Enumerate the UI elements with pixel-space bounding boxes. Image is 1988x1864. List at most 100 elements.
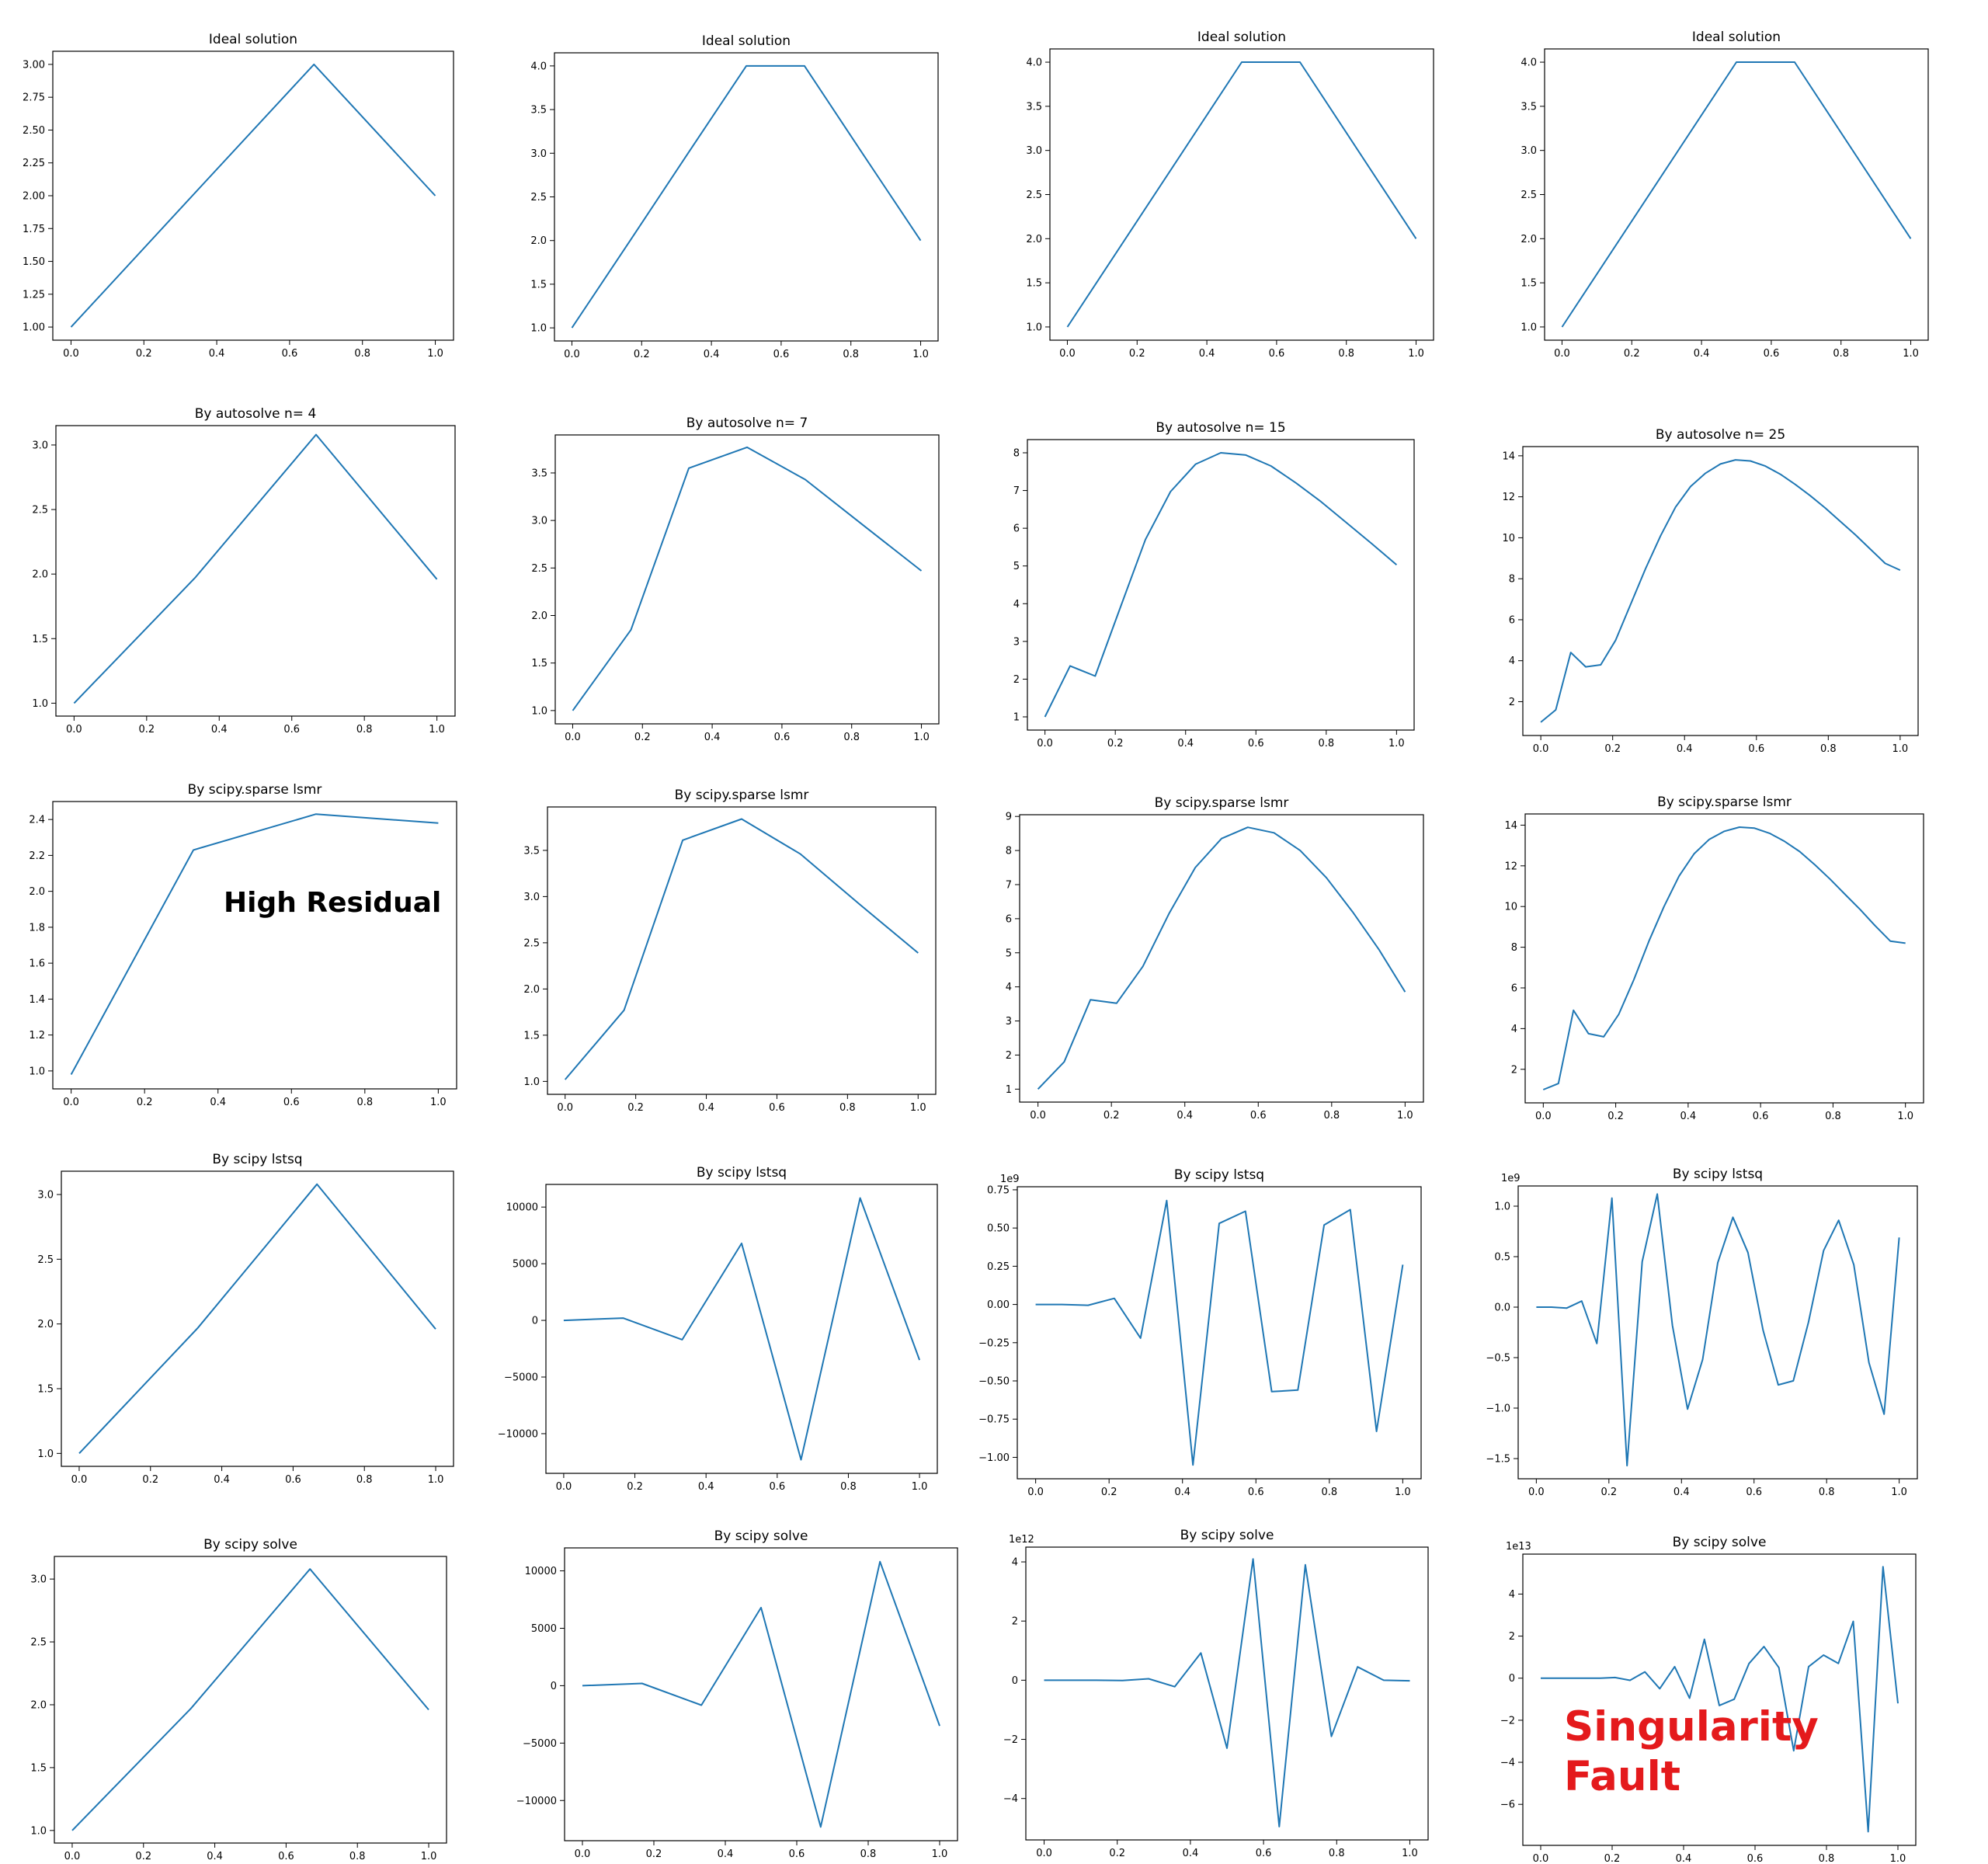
plot-title: By scipy lstsq — [1174, 1167, 1264, 1183]
x-tick-label: 0.4 — [214, 1474, 230, 1486]
plot-title: Ideal solution — [702, 33, 791, 49]
x-tick-label: 1.0 — [427, 348, 443, 360]
axes-frame — [564, 1547, 958, 1841]
y-tick-label: 1 — [1013, 712, 1020, 724]
axes-frame — [52, 50, 454, 341]
y-tick-label: 8 — [1511, 942, 1517, 954]
y-tick-label: 1.75 — [23, 224, 45, 235]
x-tick-label: 0.6 — [1250, 1110, 1267, 1122]
y-tick-label: 2.0 — [531, 610, 547, 622]
x-tick-label: 0.6 — [769, 1102, 785, 1114]
axes-frame — [545, 1184, 938, 1474]
y-tick-label: 12 — [1502, 492, 1515, 503]
axes-frame — [1025, 1546, 1429, 1841]
y-tick-label: 2.00 — [23, 191, 45, 203]
axes-frame — [55, 425, 456, 717]
x-tick-label: 1.0 — [1388, 738, 1405, 749]
y-tick-label: 10 — [1504, 902, 1517, 913]
y-tick-label: 2.5 — [37, 1254, 54, 1266]
y-tick-label: 3.0 — [523, 892, 540, 903]
subplot-13-by-scipy-lstsq: By scipy lstsq 0.0 0.2 0.4 0.6 0.8 1.0 1.0 1.5 2.… — [37, 1152, 454, 1486]
y-tick-label: 3.0 — [530, 148, 547, 160]
x-tick-label: 0.2 — [634, 732, 651, 743]
y-tick-label: 2.0 — [32, 569, 48, 581]
y-tick-label: 4 — [1511, 1024, 1517, 1035]
x-tick-label: 0.2 — [1624, 348, 1640, 360]
x-tick-label: 0.0 — [1037, 738, 1053, 749]
x-tick-label: 0.4 — [1177, 738, 1194, 749]
x-tick-label: 0.2 — [1607, 1111, 1624, 1122]
x-tick-label: 0.2 — [646, 1848, 662, 1860]
subplot-svg: By autosolve n= 15 0.0 0.2 0.4 0.6 0.8 1.0 1 2 3 4… — [1013, 420, 1415, 749]
y-tick-label: −4 — [1500, 1758, 1515, 1769]
y-tick-label: 2.5 — [30, 1637, 47, 1649]
subplot-svg: By autosolve n= 4 0.0 0.2 0.4 0.6 0.8 1.0 1.0 1.… — [32, 406, 456, 736]
y-tick-label: −10000 — [516, 1796, 557, 1807]
x-tick-label: 0.6 — [1753, 1111, 1769, 1122]
x-tick-label: 1.0 — [1402, 1848, 1418, 1859]
y-tick-label: 8 — [1013, 448, 1020, 460]
x-tick-label: 0.2 — [1129, 348, 1145, 360]
subplot-svg: By scipy solve 0.0 0.2 0.4 0.6 0.8 1.0 1.0 1.5 2.… — [30, 1537, 447, 1862]
y-tick-label: 3.5 — [523, 845, 540, 857]
x-tick-label: 0.0 — [1027, 1487, 1044, 1498]
x-tick-label: 0.0 — [1030, 1110, 1046, 1122]
x-tick-label: 0.2 — [136, 348, 152, 360]
x-tick-label: 0.0 — [71, 1474, 88, 1486]
y-tick-label: 6 — [1509, 614, 1515, 626]
subplot-10-by-scipy-sparse-lsmr: By scipy.sparse lsmr 0.0 0.2 0.4 0.6 0.8 1.0 1.… — [523, 788, 937, 1114]
series-line — [1037, 826, 1406, 1090]
x-tick-label: 0.0 — [1533, 743, 1549, 755]
y-tick-label: 1.6 — [29, 958, 45, 970]
x-tick-label: 0.0 — [1554, 348, 1570, 360]
x-tick-label: 0.0 — [1528, 1487, 1545, 1498]
subplot-2-ideal-solution: Ideal solution 0.0 0.2 0.4 0.6 0.8 1.0 1.0 1.5 2.… — [530, 33, 939, 360]
y-tick-label: 2 — [1509, 1631, 1515, 1643]
y-tick-label: −0.75 — [978, 1414, 1010, 1426]
x-tick-label: 1.0 — [910, 1102, 926, 1114]
series-line — [1542, 826, 1906, 1090]
y-tick-label: 1.8 — [29, 922, 45, 934]
subplot-1-ideal-solution: Ideal solution 0.0 0.2 0.4 0.6 0.8 1.0 1.00 1.25… — [23, 32, 454, 360]
x-tick-label: 0.4 — [1673, 1487, 1690, 1498]
y-tick-label: 1.0 — [32, 698, 48, 710]
y-tick-label: 0.5 — [1494, 1252, 1510, 1264]
series-line — [1066, 61, 1417, 328]
plot-title: By scipy.sparse lsmr — [1155, 795, 1289, 811]
x-tick-label: 1.0 — [912, 349, 929, 360]
series-line — [1540, 459, 1901, 723]
plot-title: Ideal solution — [209, 32, 297, 47]
x-tick-label: 0.6 — [1748, 743, 1764, 755]
y-tick-label: 3.0 — [531, 516, 547, 527]
y-offset-label: 1e13 — [1506, 1541, 1531, 1553]
y-tick-label: 1.0 — [531, 705, 547, 717]
x-tick-label: 1.0 — [428, 1474, 444, 1486]
x-tick-label: 0.0 — [1059, 348, 1076, 360]
subplot-svg: By scipy.sparse lsmr 0.0 0.2 0.4 0.6 0.8 1.0 1 2… — [1006, 795, 1424, 1122]
series-line — [1044, 452, 1398, 718]
y-tick-label: 2 — [1511, 1064, 1517, 1076]
subplot-4-ideal-solution: Ideal solution 0.0 0.2 0.4 0.6 0.8 1.0 1.0 1.5 2.… — [1521, 30, 1929, 360]
y-tick-label: 2 — [1006, 1050, 1012, 1062]
x-tick-label: 0.0 — [1036, 1848, 1052, 1859]
y-tick-label: −6 — [1500, 1800, 1515, 1811]
y-tick-label: 12 — [1504, 861, 1517, 872]
y-tick-label: −5000 — [523, 1738, 557, 1750]
x-tick-label: 0.8 — [839, 1102, 856, 1114]
subplot-svg: By scipy.sparse lsmr 0.0 0.2 0.4 0.6 0.8 1.0 1.… — [523, 788, 937, 1114]
y-tick-label: 0 — [551, 1681, 557, 1692]
x-tick-label: 0.2 — [1604, 743, 1621, 755]
x-tick-label: 0.2 — [1101, 1487, 1117, 1498]
y-tick-label: 5 — [1006, 948, 1012, 959]
subplot-svg: Ideal solution 0.0 0.2 0.4 0.6 0.8 1.0 1.0 1.5 2.… — [1026, 30, 1434, 360]
x-tick-label: 1.0 — [1897, 1111, 1913, 1122]
y-tick-label: 2.0 — [30, 1699, 47, 1711]
series-line — [571, 64, 922, 329]
plot-title: Ideal solution — [1197, 30, 1286, 45]
x-tick-label: 0.2 — [1107, 738, 1124, 749]
y-tick-label: 0.00 — [987, 1299, 1010, 1311]
y-tick-label: 2.4 — [29, 815, 45, 826]
y-tick-label: 1.0 — [29, 1066, 45, 1077]
plot-title: By scipy.sparse lsmr — [188, 782, 322, 798]
plot-title: By autosolve n= 25 — [1656, 427, 1785, 443]
